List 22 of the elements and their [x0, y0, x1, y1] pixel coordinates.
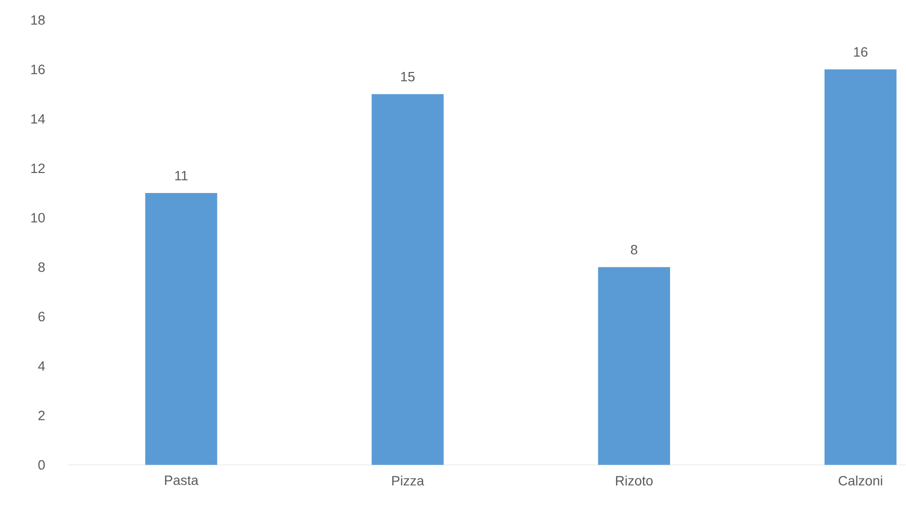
- y-tick-label: 14: [31, 114, 45, 124]
- y-tick-label: 8: [38, 262, 45, 272]
- x-tick-label: Pizza: [392, 476, 424, 486]
- y-tick-label: 4: [38, 361, 45, 371]
- data-label: 16: [854, 47, 868, 57]
- data-label: 15: [401, 72, 415, 82]
- x-tick-label: Rizoto: [616, 476, 653, 486]
- x-tick-label: Calzoni: [838, 476, 882, 486]
- x-tick-label: Pasta: [165, 476, 198, 486]
- y-tick-label: 0: [38, 460, 45, 470]
- y-tick-label: 6: [38, 312, 45, 322]
- data-label: 11: [175, 171, 188, 180]
- y-tick-label: 18: [31, 15, 45, 25]
- bar: [145, 193, 218, 465]
- y-tick-label: 12: [31, 164, 45, 174]
- data-label: 8: [630, 244, 638, 255]
- y-tick-label: 10: [31, 213, 45, 223]
- bar: [598, 267, 670, 465]
- bar: [824, 69, 897, 465]
- bar: [372, 94, 444, 465]
- y-tick-label: 2: [38, 410, 45, 420]
- y-tick-label: 16: [31, 64, 45, 74]
